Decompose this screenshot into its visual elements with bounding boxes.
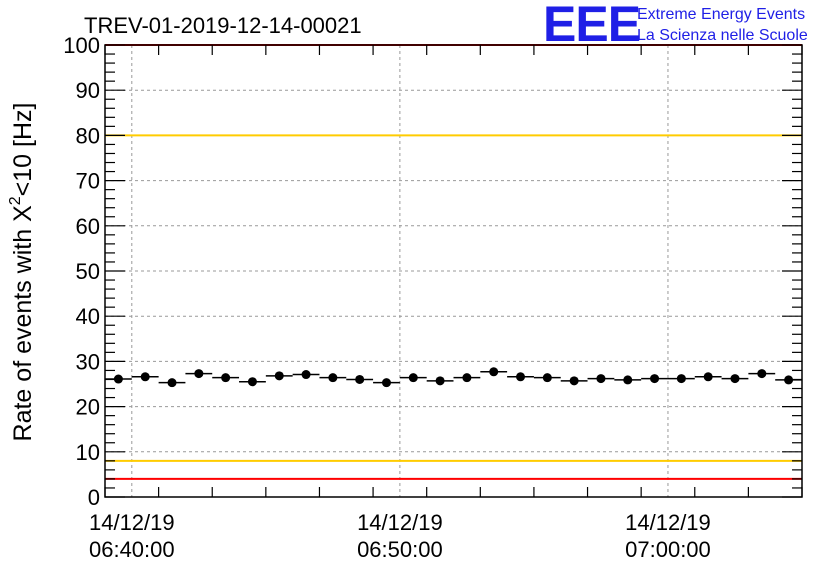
point-marker xyxy=(328,373,338,383)
point-marker xyxy=(274,371,284,381)
point-marker xyxy=(194,369,204,379)
point-marker xyxy=(435,376,445,386)
point-marker xyxy=(623,375,633,385)
data-points xyxy=(105,367,802,388)
y-tick-label: 70 xyxy=(76,169,100,194)
data-point xyxy=(319,373,347,383)
point-marker xyxy=(113,374,123,384)
data-point xyxy=(131,372,159,382)
data-point xyxy=(158,378,186,388)
logo-line-1: Extreme Energy Events xyxy=(637,6,805,23)
data-point xyxy=(480,367,508,377)
point-marker xyxy=(650,374,660,384)
point-marker xyxy=(140,372,150,382)
grid xyxy=(105,45,802,497)
data-point xyxy=(453,373,481,383)
data-point xyxy=(667,374,695,384)
point-marker xyxy=(355,374,365,384)
logo-line-2: La Scienza nelle Scuole xyxy=(637,27,808,44)
point-marker xyxy=(381,378,391,388)
reference-lines xyxy=(105,44,802,480)
plot-frame xyxy=(104,44,803,498)
y-tick-label: 40 xyxy=(76,304,100,329)
point-marker xyxy=(703,372,713,382)
x-tick-label-time: 07:00:00 xyxy=(625,537,711,562)
point-marker xyxy=(221,373,231,383)
y-tick-label: 0 xyxy=(88,485,100,510)
y-tick-label: 60 xyxy=(76,214,100,239)
point-marker xyxy=(462,373,472,383)
data-point xyxy=(533,373,561,383)
point-marker xyxy=(167,378,177,388)
point-marker xyxy=(408,373,418,383)
point-marker xyxy=(784,375,794,385)
data-point xyxy=(507,372,534,382)
tick-labels: 010203040506070809010014/12/1906:40:0014… xyxy=(63,33,711,562)
point-marker xyxy=(730,374,740,384)
data-point xyxy=(748,369,776,379)
data-point xyxy=(614,375,642,385)
x-tick-label-time: 06:40:00 xyxy=(89,537,175,562)
y-tick-label: 90 xyxy=(76,78,100,103)
x-tick-label-date: 14/12/19 xyxy=(625,510,711,535)
data-point xyxy=(426,376,454,386)
y-tick-label: 100 xyxy=(63,33,100,58)
data-point xyxy=(185,369,213,379)
y-axis-label: Rate of events with X2<10 [Hz] xyxy=(7,103,37,442)
point-marker xyxy=(301,370,311,380)
data-point xyxy=(239,377,266,387)
data-point xyxy=(373,378,400,388)
x-tick-label-date: 14/12/19 xyxy=(357,510,443,535)
x-tick-label-date: 14/12/19 xyxy=(89,510,175,535)
eee-logo: EEE Extreme Energy Events La Scienza nel… xyxy=(543,0,808,52)
point-marker xyxy=(247,377,257,387)
x-tick-label-time: 06:50:00 xyxy=(357,537,443,562)
chart-title: TREV-01-2019-12-14-00021 xyxy=(84,13,362,38)
data-point xyxy=(105,374,132,384)
data-point xyxy=(212,373,240,383)
data-point xyxy=(587,374,615,384)
point-marker xyxy=(596,374,606,384)
data-point xyxy=(292,370,320,380)
data-point xyxy=(775,375,802,385)
point-marker xyxy=(676,374,686,384)
y-tick-label: 20 xyxy=(76,395,100,420)
y-tick-label: 80 xyxy=(76,123,100,148)
y-tick-label: 10 xyxy=(76,440,100,465)
point-marker xyxy=(757,369,767,379)
point-marker xyxy=(516,372,526,382)
y-axis-label-tail: <10 [Hz] xyxy=(9,103,37,197)
y-axis-label-main: Rate of events with X xyxy=(9,205,37,442)
y-tick-label: 50 xyxy=(76,259,100,284)
data-point xyxy=(694,372,722,382)
data-point xyxy=(346,374,374,384)
data-point xyxy=(265,371,293,381)
data-point xyxy=(641,374,668,384)
logo-text: EEE xyxy=(543,0,640,52)
point-marker xyxy=(569,376,579,386)
point-marker xyxy=(489,367,499,377)
y-axis-label-sup: 2 xyxy=(7,196,24,205)
data-point xyxy=(721,374,749,384)
data-point xyxy=(399,373,427,383)
data-point xyxy=(560,376,588,386)
point-marker xyxy=(542,373,552,383)
y-tick-label: 30 xyxy=(76,349,100,374)
